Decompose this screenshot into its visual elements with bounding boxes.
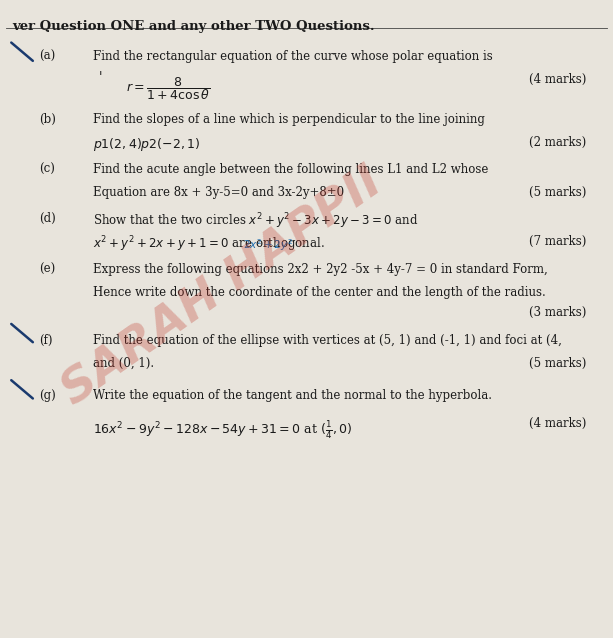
Text: (e): (e) <box>39 263 55 276</box>
Text: $x^2 + y^2+2x+y+1 = 0$ are orthogonal.: $x^2 + y^2+2x+y+1 = 0$ are orthogonal. <box>93 235 325 254</box>
Text: Express the following equations 2x2 + 2y2 -5x + 4y-7 = 0 in standard Form,: Express the following equations 2x2 + 2y… <box>93 263 548 276</box>
Text: $2x^2+2y^2$: $2x^2+2y^2$ <box>243 237 294 253</box>
Text: (b): (b) <box>39 113 56 126</box>
Text: Show that the two circles $x^2 + y^2-3x + 2y-3 =0$ and: Show that the two circles $x^2 + y^2-3x … <box>93 211 419 231</box>
Text: (4 marks): (4 marks) <box>529 73 586 86</box>
Text: (2 marks): (2 marks) <box>529 136 586 149</box>
Text: Equation are 8x + 3y-5=0 and 3x-2y+8±0: Equation are 8x + 3y-5=0 and 3x-2y+8±0 <box>93 186 345 199</box>
Text: (a): (a) <box>39 50 55 63</box>
Text: (g): (g) <box>39 389 56 402</box>
Text: (7 marks): (7 marks) <box>529 235 586 248</box>
Text: $p1(2,4)p2(-2,1)$: $p1(2,4)p2(-2,1)$ <box>93 136 200 153</box>
Text: $16x^2-9y^2-128x-54y+31 = 0$ at $(\frac{1}{4}, 0)$: $16x^2-9y^2-128x-54y+31 = 0$ at $(\frac{… <box>93 419 352 441</box>
Text: (c): (c) <box>39 163 55 175</box>
Text: Find the slopes of a line which is perpendicular to the line joining: Find the slopes of a line which is perpe… <box>93 113 485 126</box>
Text: ver Question ONE and any other TWO Questions.: ver Question ONE and any other TWO Quest… <box>12 20 375 33</box>
Text: (4 marks): (4 marks) <box>529 417 586 430</box>
Text: Find the rectangular equation of the curve whose polar equation is: Find the rectangular equation of the cur… <box>93 50 493 63</box>
Text: (5 marks): (5 marks) <box>529 357 586 370</box>
Text: (f): (f) <box>39 334 53 347</box>
Text: SARAH HAPPII: SARAH HAPPII <box>54 160 391 415</box>
Text: Hence write down the coordinate of the center and the length of the radius.: Hence write down the coordinate of the c… <box>93 286 546 299</box>
Text: ': ' <box>99 71 103 84</box>
Text: Find the acute angle between the following lines L1 and L2 whose: Find the acute angle between the followi… <box>93 163 489 175</box>
Text: (3 marks): (3 marks) <box>529 306 586 319</box>
Text: Write the equation of the tangent and the normal to the hyperbola.: Write the equation of the tangent and th… <box>93 389 492 402</box>
Text: (5 marks): (5 marks) <box>529 186 586 199</box>
Text: (d): (d) <box>39 211 56 225</box>
Text: and (0, 1).: and (0, 1). <box>93 357 154 370</box>
Text: Find the equation of the ellipse with vertices at (5, 1) and (-1, 1) and foci at: Find the equation of the ellipse with ve… <box>93 334 562 347</box>
Text: $r = \dfrac{8}{1+4\cos\theta}$: $r = \dfrac{8}{1+4\cos\theta}$ <box>126 75 211 102</box>
